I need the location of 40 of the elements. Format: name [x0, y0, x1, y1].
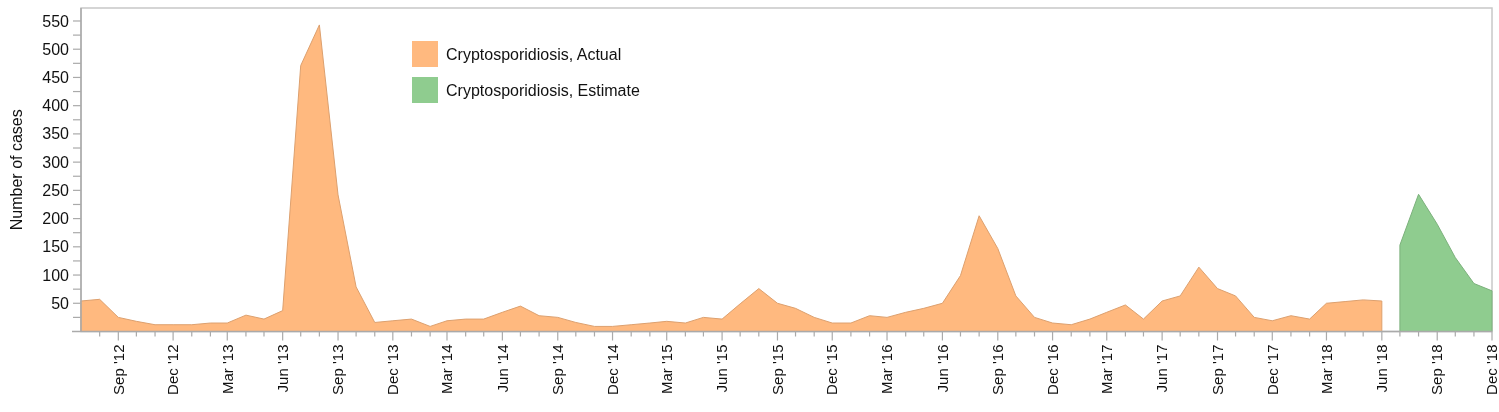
x-tick-label: Dec '13 — [384, 344, 402, 395]
x-tick-label: Sep '18 — [1428, 344, 1446, 395]
y-tick-label: 500 — [42, 40, 70, 58]
x-tick-label: Sep '13 — [329, 344, 347, 395]
x-tick-label: Jun '18 — [1373, 344, 1391, 393]
legend-label: Cryptosporidiosis, Actual — [446, 45, 622, 63]
x-tick-label: Jun '15 — [713, 344, 731, 393]
y-tick-label: 150 — [42, 238, 70, 256]
y-tick-label: 350 — [42, 125, 70, 143]
y-tick-label: 100 — [42, 266, 70, 284]
x-tick-label: Mar '16 — [878, 344, 896, 395]
x-tick-label: Jun '14 — [493, 344, 511, 393]
y-tick-label: 50 — [51, 294, 70, 312]
x-tick-label: Mar '17 — [1097, 344, 1115, 395]
y-tick-label: 300 — [42, 153, 70, 171]
x-tick-label: Mar '15 — [657, 344, 675, 395]
x-tick-label: Jun '16 — [933, 344, 951, 393]
y-tick-label: 450 — [42, 69, 70, 87]
x-tick-label: Dec '12 — [164, 344, 182, 395]
y-tick-label: 550 — [42, 12, 70, 30]
y-axis-title: Number of cases — [8, 109, 25, 231]
x-tick-label: Dec '17 — [1263, 344, 1281, 395]
x-tick-label: Sep '12 — [109, 344, 127, 395]
legend-label: Cryptosporidiosis, Estimate — [446, 81, 640, 99]
x-tick-label: Mar '14 — [438, 344, 456, 395]
x-tick-label: Sep '17 — [1208, 344, 1226, 395]
x-tick-label: Sep '16 — [989, 344, 1007, 395]
x-tick-label: Dec '15 — [823, 344, 841, 395]
x-tick-label: Jun '17 — [1153, 344, 1171, 393]
x-tick-label: Mar '18 — [1317, 344, 1335, 395]
x-tick-label: Dec '16 — [1043, 344, 1061, 395]
x-tick-label: Dec '18 — [1483, 344, 1499, 395]
x-tick-label: Sep '14 — [549, 344, 566, 395]
x-tick-label: Dec '14 — [603, 344, 621, 395]
y-tick-label: 200 — [42, 210, 70, 228]
y-tick-label: 400 — [42, 97, 70, 115]
x-tick-label: Jun '13 — [273, 344, 291, 393]
x-tick-label: Sep '15 — [768, 344, 786, 395]
x-tick-label: Mar '13 — [218, 344, 236, 395]
y-tick-label: 250 — [42, 181, 70, 199]
